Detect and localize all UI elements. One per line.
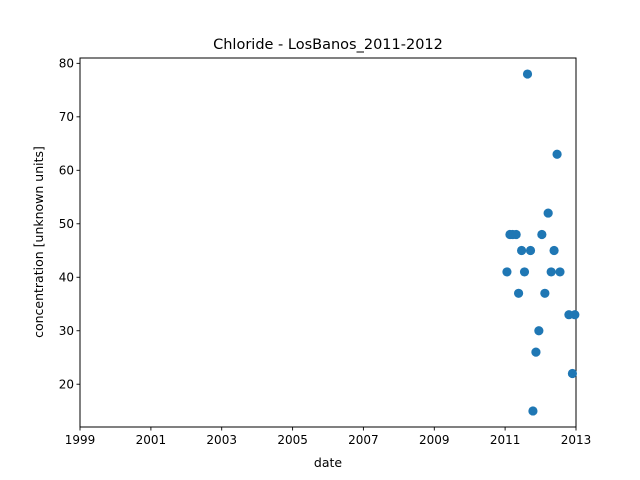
y-tick-label: 30 bbox=[59, 324, 74, 338]
x-tick-label: 2001 bbox=[136, 433, 167, 447]
x-axis-label: date bbox=[314, 455, 342, 470]
y-axis: 20 30 40 50 60 70 80 bbox=[59, 57, 80, 392]
data-point bbox=[511, 229, 521, 240]
y-tick-label: 60 bbox=[59, 164, 74, 178]
x-tick-label: 2009 bbox=[419, 433, 450, 447]
x-tick-label: 2007 bbox=[348, 433, 379, 447]
y-tick-label: 80 bbox=[59, 57, 74, 71]
data-point bbox=[522, 69, 533, 79]
y-tick-label: 40 bbox=[59, 271, 74, 285]
data-point bbox=[546, 267, 556, 277]
data-point bbox=[513, 288, 524, 298]
x-tick-label: 1999 bbox=[65, 433, 96, 447]
data-point bbox=[531, 347, 541, 357]
chart-title: Chloride - LosBanos_2011-2012 bbox=[213, 37, 443, 53]
x-tick-label: 2003 bbox=[206, 433, 237, 447]
y-tick-label: 70 bbox=[59, 110, 74, 124]
y-axis-label: concentration [unknown units] bbox=[31, 146, 46, 338]
data-point bbox=[502, 267, 512, 277]
data-point bbox=[525, 245, 536, 256]
data-point bbox=[555, 267, 565, 277]
plot-frame bbox=[79, 57, 577, 428]
data-point bbox=[519, 267, 530, 277]
x-axis: 1999 2001 2003 2005 2007 2009 2011 2013 bbox=[65, 427, 592, 447]
data-point bbox=[552, 149, 562, 159]
data-points bbox=[502, 69, 580, 416]
data-point bbox=[540, 288, 550, 298]
data-point bbox=[537, 229, 547, 240]
data-point bbox=[567, 368, 578, 379]
data-point bbox=[534, 326, 544, 336]
x-tick-label: 2011 bbox=[490, 433, 521, 447]
data-point bbox=[543, 208, 553, 218]
data-point bbox=[528, 406, 538, 416]
data-point bbox=[570, 310, 580, 320]
data-point bbox=[516, 245, 527, 256]
y-tick-label: 20 bbox=[59, 378, 74, 392]
x-tick-label: 2005 bbox=[277, 433, 308, 447]
x-tick-label: 2013 bbox=[561, 433, 592, 447]
y-tick-label: 50 bbox=[59, 217, 74, 231]
data-point bbox=[549, 245, 559, 256]
